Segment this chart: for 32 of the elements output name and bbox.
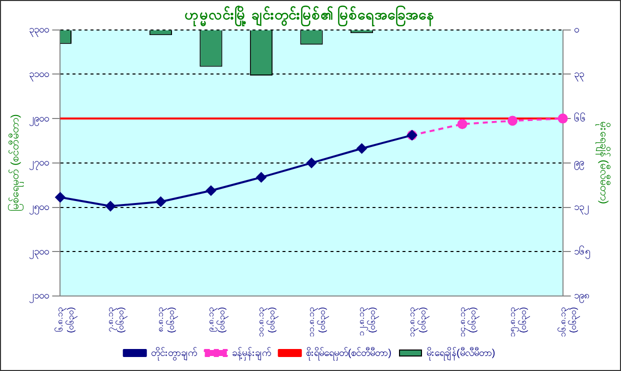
y-tick-label: ၃၁၀၀ [29,68,50,82]
y-tick-label: ၂၁၀၀ [29,290,50,304]
y2-tick-label: ၁၉၈ [574,290,589,304]
chart-title: ဟုမ္မလင်းမြို့ ချင်းတွင်းမြစ်၏ မြစ်ရေအခြေအနေ [184,5,434,26]
y2-tick-label: ၁၃၂ [574,202,589,216]
y2-axis-title: မိုးရေချိန် (မီလီမီတာ) [595,122,610,204]
legend-label: စိုးရိမ်ရေမှတ်(စင်တီမီတာ) [306,346,392,361]
y-tick-label: ၂၇၀၀ [29,158,50,171]
y2-tick-label: ၆၆ [574,111,586,124]
y-tick-label: ၂၉၀၀ [29,113,50,126]
y2-tick-label: ၁၆၅ [574,244,590,260]
x-tick-label: ၇.၈.၁၃ (၀၆၃၀) [104,307,128,333]
x-tick-label: ၆.၈.၁၃ (၀၆၃၀) [54,307,78,333]
x-tick-label: ၁၃.၈.၁၃ (၀၆၃၀) [406,307,430,338]
x-tick-label: ၁၂.၈.၁၃ (၀၆၃၀) [356,307,380,336]
y-axis-title: မြစ်ရေမှတ် (စင်တီမီတာ) [8,114,24,212]
x-tick-label: ၁၅.၈.၁၃ (၀၆၃၀) [507,307,530,338]
x-tick-label: ၁၁.၈.၁၃ (၀၆၃၀) [306,307,329,338]
x-tick-label: ၁၆.၈.၁၃ (၀၆၃၀) [557,307,580,338]
y-tick-label: ၃၃၀၀ [29,24,50,38]
x-tick-label: ၁၄.၈.၁၃ (၀၆၃၀) [456,307,480,338]
y2-tick-label: ၃၃ [574,68,584,82]
x-tick-label: ၉.၈.၁၃ (၀၆၃၀) [205,307,228,333]
y2-tick-label: ၀ [574,24,579,36]
x-tick-label: ၈.၈.၁၃ (၀၆၃၀) [155,307,178,333]
y-tick-label: ၂၅၀၀ [29,202,50,216]
legend-label: မိုးရေချိန်(မီလီမီတာ) [426,346,496,361]
x-tick-label: ၁၀.၈.၁၃ (၀၆၃၀) [256,307,279,338]
legend-label: တိုင်းတွာချက် [150,346,197,361]
y2-tick-label: ၉၉ [574,158,584,171]
y-tick-label: ၂၃၀၀ [29,246,50,260]
legend-label: ခန့်မှန်းချက် [232,346,271,361]
